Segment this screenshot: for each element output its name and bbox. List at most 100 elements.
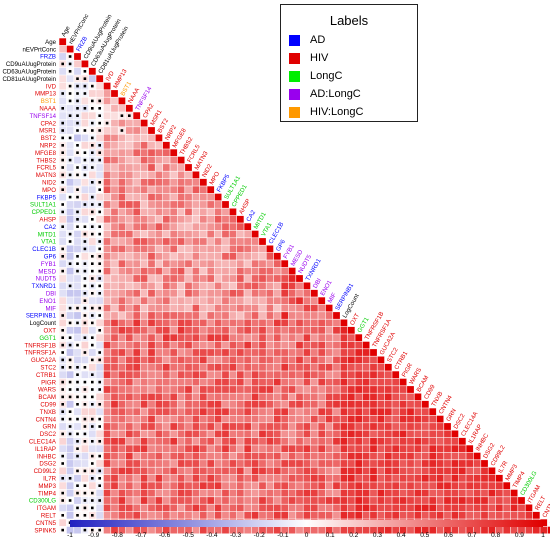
heatmap-cell (281, 304, 289, 312)
nonsignificant-marker (61, 477, 64, 480)
heatmap-cell (303, 378, 311, 386)
heatmap-cell (133, 127, 141, 134)
nonsignificant-marker (98, 499, 101, 502)
heatmap-cell (318, 467, 326, 475)
heatmap-cell (458, 526, 466, 534)
heatmap-cell (392, 504, 400, 512)
heatmap-cell (170, 452, 178, 460)
nonsignificant-marker (76, 454, 79, 458)
heatmap-cell (244, 289, 252, 297)
heatmap-cell (88, 238, 96, 245)
nonsignificant-marker (83, 232, 87, 236)
heatmap-cell (244, 452, 252, 460)
heatmap-cell (414, 452, 422, 460)
heatmap-cell (222, 356, 229, 364)
heatmap-cell (466, 526, 474, 534)
heatmap-cell (140, 119, 148, 127)
heatmap-cell (199, 334, 207, 342)
heatmap-cell (74, 460, 81, 467)
heatmap-cell (222, 297, 229, 305)
heatmap-cell (177, 164, 185, 171)
heatmap-cell (518, 504, 525, 512)
heatmap-cell (296, 423, 303, 430)
heatmap-cell (244, 267, 252, 275)
heatmap-cell (310, 349, 318, 356)
heatmap-cell (325, 378, 333, 386)
heatmap-cell (436, 482, 444, 490)
heatmap-cell (118, 341, 126, 349)
heatmap-cell (125, 378, 133, 386)
nonsignificant-marker (91, 417, 94, 421)
heatmap-cell (296, 319, 303, 327)
heatmap-cell (148, 334, 155, 342)
heatmap-cell (148, 467, 155, 475)
heatmap-cell (310, 289, 318, 297)
heatmap-cell (421, 423, 429, 430)
nonsignificant-marker (83, 395, 87, 399)
heatmap-cell (370, 423, 377, 430)
heatmap-cell (495, 474, 503, 482)
heatmap-cell (236, 326, 244, 334)
heatmap-cell (362, 341, 370, 349)
heatmap-cell (207, 386, 215, 393)
heatmap-cell (296, 400, 303, 408)
heatmap-cell (103, 334, 111, 342)
heatmap-cell (125, 497, 133, 504)
heatmap-cell (222, 423, 229, 430)
heatmap-cell (318, 452, 326, 460)
heatmap-cell (377, 474, 385, 482)
heatmap-cell (155, 408, 163, 416)
heatmap-cell (370, 482, 377, 490)
diagonal-label: CNTN5 (541, 497, 550, 519)
heatmap-cell (162, 460, 170, 467)
heatmap-cell (207, 482, 215, 490)
heatmap-cell (458, 489, 466, 497)
heatmap-cell (162, 223, 170, 231)
heatmap-cell (251, 297, 259, 305)
nonsignificant-marker (61, 269, 64, 273)
heatmap-cell (133, 267, 141, 275)
row-label: TNXB (40, 409, 56, 416)
heatmap-cell (495, 526, 503, 534)
heatmap-cell (133, 112, 141, 120)
heatmap-cell (318, 297, 326, 305)
heatmap-cell (140, 341, 148, 349)
heatmap-cell (170, 460, 178, 467)
heatmap-cell (303, 341, 311, 349)
heatmap-cell (103, 267, 111, 275)
heatmap-cell (236, 430, 244, 438)
heatmap-cell (481, 460, 488, 467)
nonsignificant-marker (68, 306, 72, 310)
heatmap-cell (118, 526, 126, 534)
heatmap-cell (229, 208, 237, 216)
heatmap-cell (355, 489, 363, 497)
heatmap-cell (199, 460, 207, 467)
nonsignificant-marker (83, 440, 87, 443)
heatmap-cell (148, 497, 155, 504)
nonsignificant-marker (76, 114, 79, 117)
heatmap-cell (222, 252, 229, 260)
heatmap-cell (399, 400, 407, 408)
heatmap-cell (155, 215, 163, 223)
heatmap-cell (318, 400, 326, 408)
heatmap-cell (118, 186, 126, 194)
nonsignificant-marker (68, 477, 72, 480)
heatmap-cell (199, 289, 207, 297)
heatmap-cell (118, 467, 126, 475)
heatmap-cell (81, 445, 89, 453)
heatmap-cell (185, 460, 192, 467)
heatmap-cell (236, 282, 244, 290)
heatmap-cell (244, 511, 252, 519)
heatmap-cell (229, 371, 237, 379)
heatmap-cell (177, 282, 185, 290)
row-label: MIF (46, 305, 57, 312)
heatmap-cell (340, 445, 348, 453)
heatmap-cell (74, 134, 81, 142)
nonsignificant-marker (98, 114, 101, 117)
heatmap-cell (140, 156, 148, 164)
heatmap-cell (377, 437, 385, 445)
legend-label-ad-longc: AD:LongC (310, 88, 361, 101)
heatmap-cell (199, 238, 207, 245)
heatmap-cell (318, 526, 326, 534)
heatmap-cell (244, 482, 252, 490)
